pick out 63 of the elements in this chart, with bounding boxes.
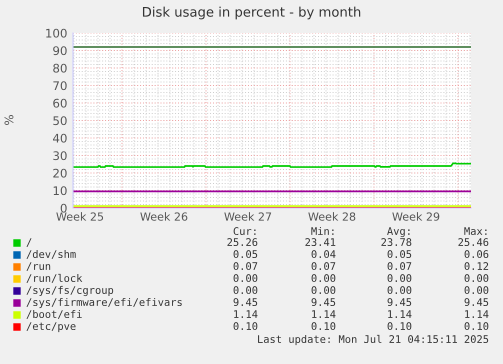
y-tick-label: 80	[53, 64, 67, 73]
text: 1.14	[388, 310, 412, 318]
text: Min:	[311, 226, 334, 235]
x-tick-label: Week 25	[56, 212, 104, 221]
y-tick-label: 70	[53, 81, 67, 90]
x-tick-label: Week 28	[308, 212, 356, 221]
x-tick-label: Week 26	[140, 212, 188, 221]
y-axis-title: %	[4, 115, 14, 125]
text: 9.45	[388, 298, 412, 306]
text: 9.45	[234, 298, 258, 306]
text: 0.06	[464, 250, 488, 258]
text: 0.00	[388, 286, 412, 294]
legend-label: /dev/shm	[26, 250, 76, 259]
legend-label: /run	[26, 262, 50, 271]
text: 0.10	[388, 322, 412, 330]
chart-title: Disk usage in percent - by month	[142, 6, 360, 20]
text: 0.10	[464, 322, 488, 330]
y-tick-label: 60	[53, 98, 67, 108]
y-tick-label: 100	[46, 28, 67, 38]
text: Cur:	[234, 227, 256, 236]
text: 0.00	[312, 286, 336, 294]
text: 0.10	[234, 322, 258, 330]
legend-label: /	[26, 238, 32, 247]
y-tick-label: 90	[53, 46, 67, 56]
text: 0.05	[388, 250, 412, 258]
text: 1.14	[312, 310, 336, 318]
text: 0.07	[234, 262, 258, 270]
text: 1.14	[465, 310, 489, 318]
text: 25.26	[227, 238, 258, 246]
y-tick-label: 40	[53, 134, 67, 143]
text: 23.41	[305, 238, 336, 246]
x-tick-label: Week 29	[392, 212, 440, 221]
text: 0.00	[234, 286, 258, 294]
text: 0.07	[312, 262, 336, 270]
legend-label: /etc/pve	[26, 322, 76, 332]
text: 9.45	[312, 298, 336, 306]
legend-label: /sys/firmware/efi/efivars	[26, 298, 182, 308]
text: Avg:	[387, 227, 410, 238]
text: 0.00	[464, 274, 488, 282]
text: Last update: Mon Jul 21 04:15:11 2025	[258, 334, 488, 346]
text: 0.10	[312, 322, 336, 330]
text: 0.07	[388, 262, 412, 270]
text: 0.05	[234, 250, 258, 258]
text: 25.46	[458, 238, 488, 246]
legend-label: /boot/efi	[26, 310, 82, 319]
y-tick-label: 50	[53, 116, 67, 126]
y-tick-label: 30	[53, 151, 67, 160]
text: Max:	[464, 227, 486, 236]
text: 1.14	[234, 310, 258, 318]
legend-label: /sys/fs/cgroup	[26, 286, 114, 296]
text: 0.04	[312, 250, 336, 258]
text: 0.00	[464, 286, 488, 294]
x-tick-label: Week 27	[224, 212, 272, 221]
text: 0.12	[464, 262, 488, 270]
text: 9.45	[464, 298, 488, 306]
text: 23.78	[381, 238, 412, 246]
text: 0.00	[388, 274, 412, 282]
y-tick-label: 10	[54, 186, 67, 196]
text: 0.00	[234, 274, 258, 282]
y-tick-label: 20	[53, 168, 67, 178]
legend-label: /run/lock	[26, 274, 82, 283]
y-tick-label: 0	[60, 204, 67, 213]
text: 0.00	[312, 274, 336, 282]
